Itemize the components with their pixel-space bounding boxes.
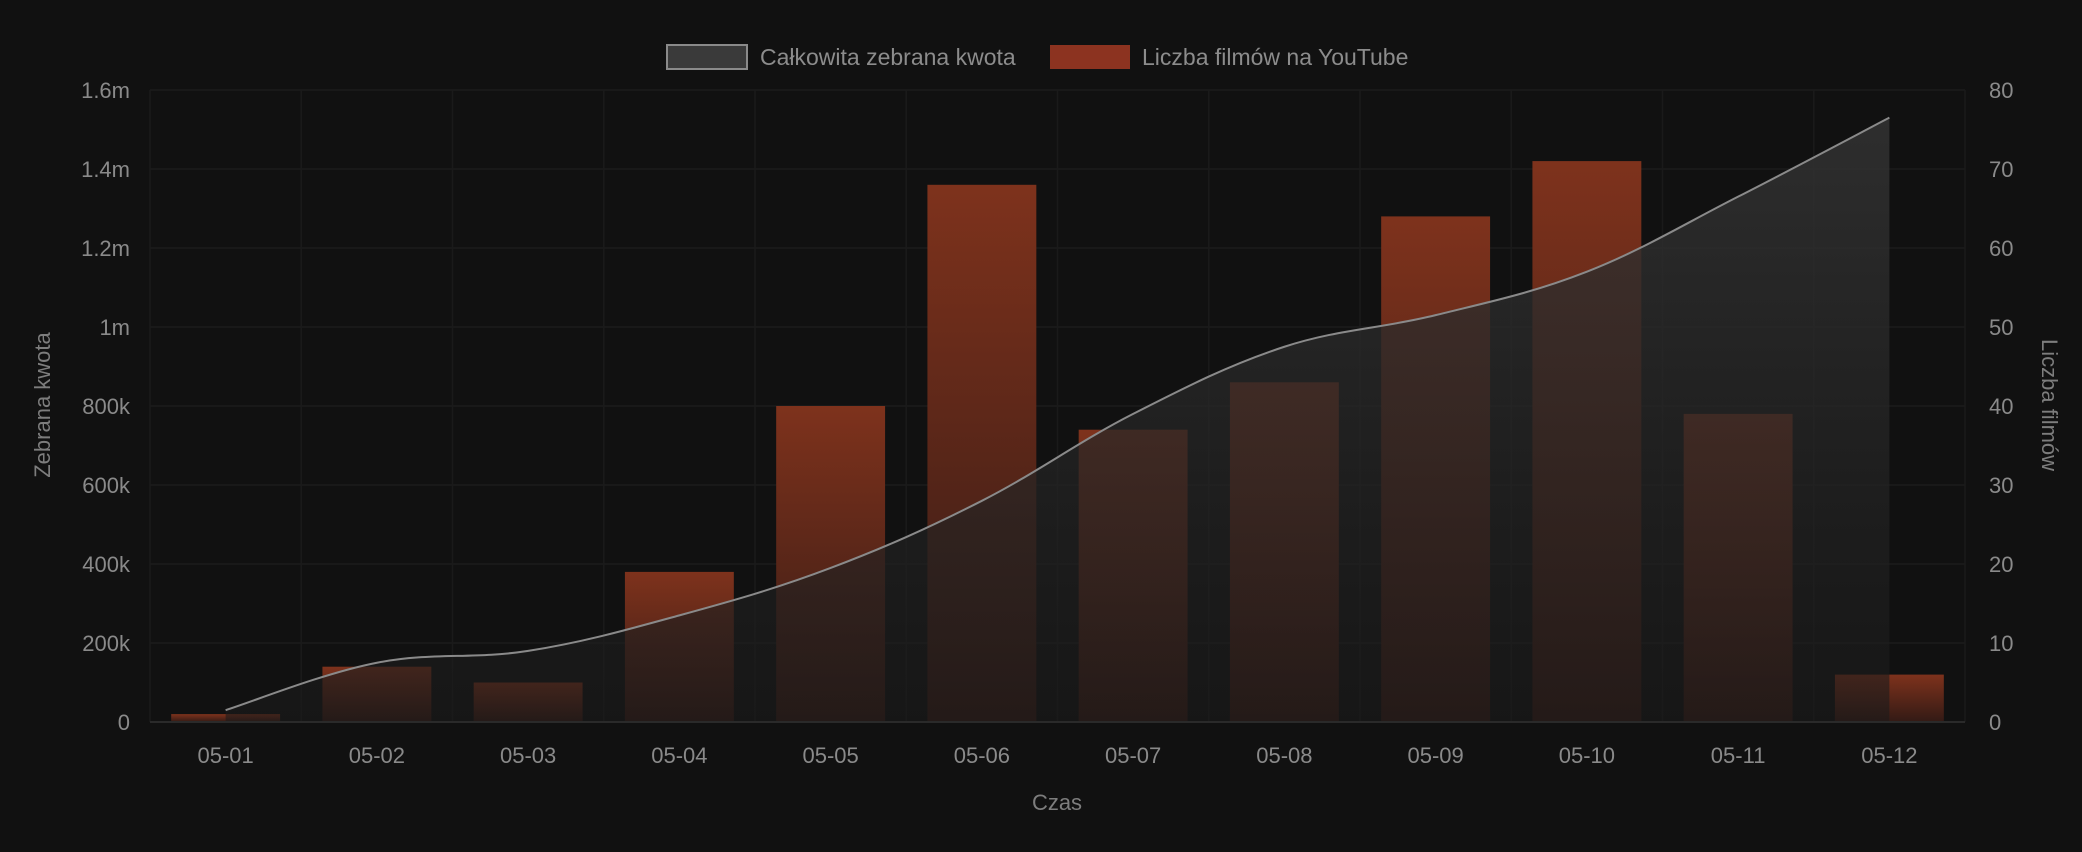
y-axis-left-title: Zebrana kwota <box>30 331 55 477</box>
y-left-tick-label: 1.2m <box>81 236 130 261</box>
legend-label-videos[interactable]: Liczba filmów na YouTube <box>1142 44 1408 70</box>
y-left-tick-label: 0 <box>118 710 130 735</box>
x-tick-label: 05-10 <box>1559 743 1615 768</box>
y-right-tick-label: 80 <box>1989 78 2013 103</box>
area-line[interactable] <box>225 116 1890 712</box>
y-left-tick-label: 800k <box>82 394 131 419</box>
x-tick-label: 05-06 <box>954 743 1010 768</box>
y-right-tick-label: 60 <box>1989 236 2013 261</box>
area-series <box>225 116 1890 722</box>
x-tick-label: 05-09 <box>1407 743 1463 768</box>
y-left-tick-label: 600k <box>82 473 131 498</box>
x-tick-label: 05-02 <box>349 743 405 768</box>
x-tick-label: 05-12 <box>1861 743 1917 768</box>
x-axis-title: Czas <box>1032 790 1082 815</box>
y-right-tick-label: 30 <box>1989 473 2013 498</box>
axes: 0 200k 400k 600k 800k 1m 1.2m 1.4m 1.6m 0 10 20 30 40… <box>81 78 2013 768</box>
x-tick-label: 05-07 <box>1105 743 1161 768</box>
legend-swatch-total[interactable] <box>666 44 748 70</box>
y-axis-right-title: Liczba filmów <box>2037 339 2062 471</box>
y-left-tick-label: 1.4m <box>81 157 130 182</box>
y-left-tick-label: 200k <box>82 631 131 656</box>
x-tick-label: 05-04 <box>651 743 707 768</box>
y-right-tick-label: 50 <box>1989 315 2013 340</box>
area-fill <box>225 117 1890 722</box>
x-tick-label: 05-11 <box>1711 743 1766 768</box>
legend-label-total[interactable]: Całkowita zebrana kwota <box>760 44 1016 70</box>
x-tick-label: 05-08 <box>1256 743 1312 768</box>
y-left-tick-label: 1.6m <box>81 78 130 103</box>
y-left-tick-label: 400k <box>82 552 131 577</box>
y-right-tick-label: 20 <box>1989 552 2013 577</box>
x-tick-label: 05-03 <box>500 743 556 768</box>
y-right-tick-label: 10 <box>1989 631 2013 656</box>
y-right-tick-label: 40 <box>1989 394 2013 419</box>
legend-swatch-videos[interactable] <box>1050 45 1130 69</box>
y-right-tick-label: 70 <box>1989 157 2013 182</box>
y-right-tick-label: 0 <box>1989 710 2001 735</box>
x-tick-label: 05-01 <box>197 743 253 768</box>
x-tick-label: 05-05 <box>802 743 858 768</box>
legend: Całkowita zebrana kwota Liczba filmów na… <box>666 44 1408 70</box>
y-left-tick-label: 1m <box>99 315 130 340</box>
